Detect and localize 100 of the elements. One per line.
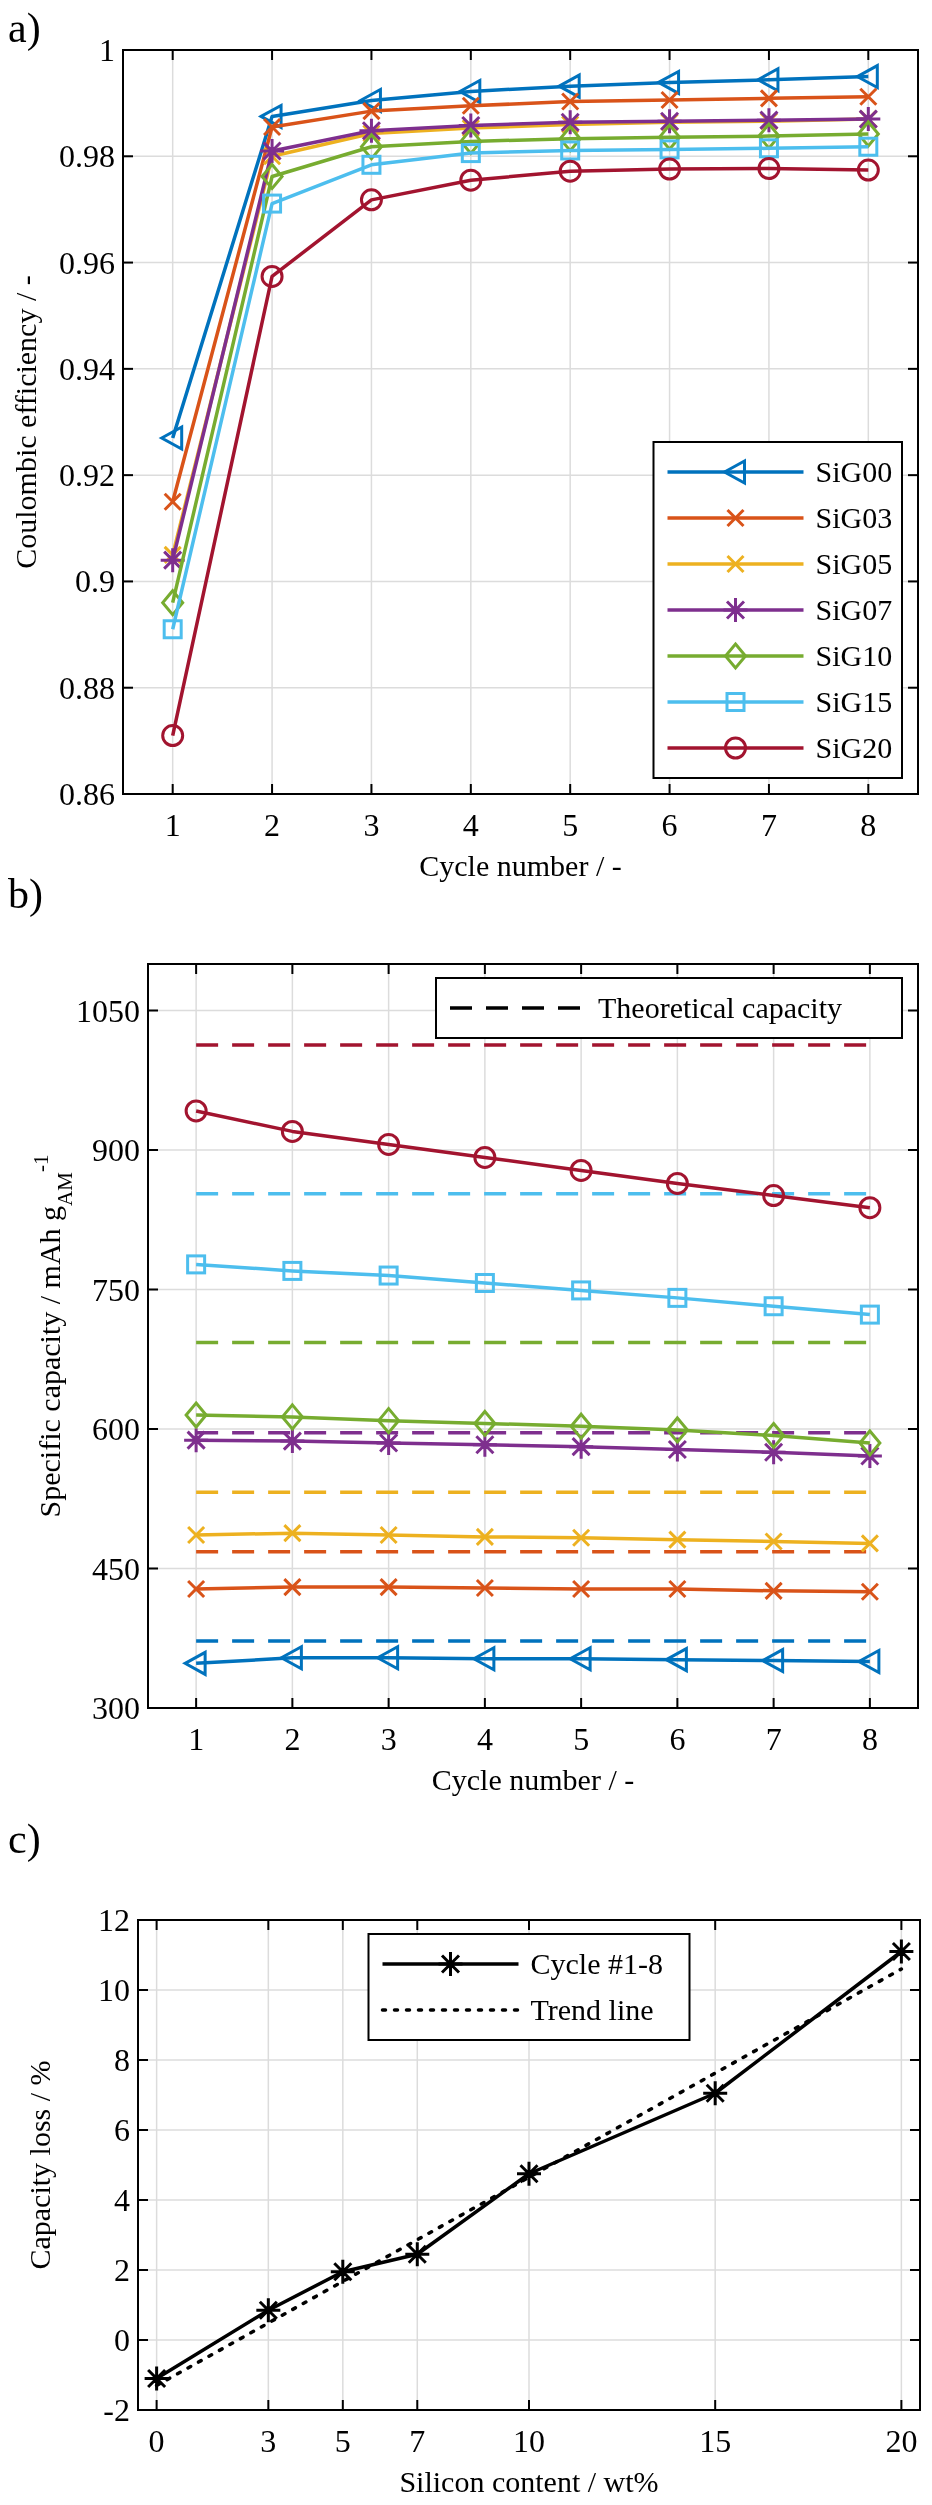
point xyxy=(458,78,482,104)
point xyxy=(186,1525,206,1545)
point xyxy=(260,162,284,190)
point xyxy=(854,105,882,133)
point xyxy=(763,1296,784,1317)
point xyxy=(282,1577,302,1597)
point xyxy=(665,1171,689,1195)
point xyxy=(258,137,286,165)
legend-title: Theoretical capacity xyxy=(598,991,843,1024)
point xyxy=(186,1254,207,1275)
point xyxy=(667,1579,687,1599)
point xyxy=(473,1145,497,1169)
x-tick-label: 6 xyxy=(661,807,678,843)
point xyxy=(664,1647,688,1673)
point xyxy=(758,138,779,159)
point xyxy=(663,1435,691,1463)
point xyxy=(558,159,582,183)
y-axis-title: Capacity loss / % xyxy=(23,2060,56,2270)
point xyxy=(254,2296,282,2324)
y-tick-label: 1050 xyxy=(76,992,140,1029)
x-axis-title: Cycle number / - xyxy=(431,1763,635,1796)
point xyxy=(163,492,183,512)
x-tick-label: 20 xyxy=(885,2423,918,2459)
point xyxy=(459,168,483,192)
x-tick-label: 5 xyxy=(334,2423,351,2459)
point xyxy=(764,1532,784,1552)
point xyxy=(571,1280,592,1301)
legend-label: Trend line xyxy=(530,1993,654,2026)
point xyxy=(762,1422,786,1450)
point xyxy=(761,1648,785,1674)
x-tick-label: 1 xyxy=(188,1721,205,1757)
point xyxy=(378,1265,399,1286)
point xyxy=(667,1530,687,1550)
point xyxy=(858,1429,882,1457)
point xyxy=(560,92,580,112)
x-tick-label: 3 xyxy=(380,1721,397,1757)
x-tick-label: 0 xyxy=(148,2423,165,2459)
x-tick-label: 6 xyxy=(669,1721,686,1757)
y-tick-label: 900 xyxy=(92,1132,140,1168)
point xyxy=(571,1579,591,1599)
point xyxy=(403,2240,431,2268)
point xyxy=(460,143,481,164)
y-tick-label: 600 xyxy=(92,1411,140,1447)
chart-title: a) xyxy=(8,5,41,52)
x-tick-label: 15 xyxy=(699,2423,732,2459)
point xyxy=(162,619,183,640)
x-tick-label: 7 xyxy=(765,1721,782,1757)
point xyxy=(475,1578,495,1598)
point xyxy=(379,1577,399,1597)
point xyxy=(282,1523,302,1543)
y-tick-label: 4 xyxy=(114,2182,130,2218)
point xyxy=(280,1403,304,1431)
y-tick-label: -2 xyxy=(103,2392,130,2428)
point xyxy=(858,1196,882,1220)
y-axis-title: Coulombic efficiency / - xyxy=(9,275,42,569)
y-tick-label: 0.98 xyxy=(59,138,115,175)
x-tick-label: 5 xyxy=(562,807,579,843)
x-tick-label: 4 xyxy=(462,807,479,843)
point xyxy=(701,2079,729,2107)
point xyxy=(858,136,879,157)
point xyxy=(186,1579,206,1599)
point xyxy=(359,188,383,212)
point xyxy=(474,1272,495,1293)
legend-label: SiG20 xyxy=(815,731,893,764)
point xyxy=(379,1525,399,1545)
y-tick-label: 8 xyxy=(114,2042,130,2078)
x-tick-label: 5 xyxy=(573,1721,590,1757)
x-tick-label: 8 xyxy=(861,1721,878,1757)
point xyxy=(159,546,187,574)
legend: Theoretical capacity xyxy=(435,977,903,1039)
x-tick-label: 2 xyxy=(264,807,281,843)
x-tick-label: 2 xyxy=(284,1721,301,1757)
point xyxy=(760,1438,788,1466)
point xyxy=(859,1304,880,1325)
y-tick-label: 6 xyxy=(114,2112,130,2148)
point xyxy=(860,1582,880,1602)
point xyxy=(182,1426,210,1454)
point xyxy=(160,425,184,451)
y-tick-label: 0.86 xyxy=(59,776,115,812)
point xyxy=(858,87,878,107)
chart-title: b) xyxy=(8,871,43,918)
point xyxy=(659,139,680,160)
y-tick-label: 750 xyxy=(92,1271,140,1308)
point xyxy=(557,73,581,99)
legend-label: Cycle #1-8 xyxy=(530,1947,663,1980)
point xyxy=(361,154,382,175)
y-tick-label: 0.88 xyxy=(59,669,115,706)
y-tick-label: 12 xyxy=(98,1902,130,1938)
y-tick-label: 10 xyxy=(98,1972,130,2008)
point xyxy=(279,1645,303,1671)
point xyxy=(184,1401,208,1429)
y-tick-label: 300 xyxy=(92,1690,140,1726)
point xyxy=(472,1646,496,1672)
point xyxy=(556,108,584,136)
x-tick-label: 10 xyxy=(513,2423,545,2459)
point xyxy=(857,1649,881,1674)
point xyxy=(759,88,779,108)
y-tick-label: 0.96 xyxy=(59,244,115,281)
y-tick-label: 2 xyxy=(114,2252,130,2288)
x-tick-label: 7 xyxy=(409,2423,426,2459)
